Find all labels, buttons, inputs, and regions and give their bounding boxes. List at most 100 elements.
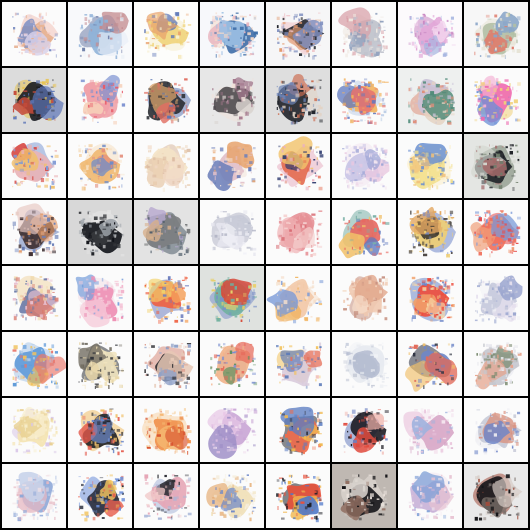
generated-sample-image bbox=[207, 408, 258, 459]
generated-sample-image bbox=[11, 406, 58, 454]
sample-tile bbox=[200, 332, 264, 396]
sample-tile bbox=[332, 68, 396, 132]
generated-sample-image bbox=[474, 275, 523, 324]
sample-tile bbox=[398, 332, 462, 396]
sample-tile bbox=[464, 332, 528, 396]
sample-tile bbox=[398, 68, 462, 132]
generated-sample-image bbox=[474, 408, 522, 455]
generated-sample-image bbox=[470, 210, 521, 258]
sample-tile bbox=[332, 2, 396, 66]
generated-sample-image bbox=[472, 473, 523, 521]
generated-sample-image bbox=[408, 206, 456, 258]
sample-tile bbox=[2, 68, 66, 132]
generated-sample-image bbox=[408, 78, 455, 126]
generated-sample-image bbox=[408, 13, 456, 58]
generated-sample-image bbox=[12, 275, 59, 321]
sample-tile bbox=[134, 134, 198, 198]
generated-sample-image bbox=[206, 474, 257, 522]
generated-sample-image bbox=[144, 474, 192, 520]
sample-tile bbox=[134, 200, 198, 264]
sample-tile bbox=[68, 68, 132, 132]
sample-tile bbox=[398, 200, 462, 264]
sample-tile bbox=[464, 200, 528, 264]
sample-tile bbox=[200, 200, 264, 264]
generated-sample-image bbox=[406, 142, 455, 191]
sample-tile bbox=[68, 398, 132, 462]
generated-sample-image bbox=[210, 341, 258, 387]
generated-sample-image bbox=[409, 276, 455, 322]
generated-sample-image bbox=[276, 474, 324, 523]
sample-tile bbox=[464, 68, 528, 132]
sample-tile bbox=[398, 2, 462, 66]
sample-tile bbox=[2, 200, 66, 264]
sample-tile bbox=[332, 134, 396, 198]
generated-sample-image bbox=[338, 209, 390, 259]
generated-sample-image bbox=[144, 78, 191, 124]
sample-tile bbox=[68, 266, 132, 330]
generated-sample-image bbox=[75, 274, 125, 328]
generated-sample-image bbox=[12, 12, 59, 58]
sample-tile bbox=[266, 2, 330, 66]
generated-sample-image bbox=[403, 408, 455, 456]
generated-sample-image bbox=[474, 11, 521, 59]
generated-sample-image bbox=[210, 210, 257, 256]
generated-sample-image bbox=[78, 210, 125, 257]
generated-sample-image bbox=[405, 343, 458, 392]
generated-sample-image bbox=[144, 342, 194, 389]
sample-tile bbox=[398, 398, 462, 462]
sample-tile bbox=[398, 134, 462, 198]
sample-tile bbox=[134, 266, 198, 330]
sample-tile bbox=[200, 398, 264, 462]
sample-tile bbox=[266, 134, 330, 198]
sample-tile bbox=[2, 266, 66, 330]
generated-sample-image bbox=[207, 12, 258, 58]
generated-sample-image bbox=[211, 77, 256, 126]
sample-tile bbox=[200, 266, 264, 330]
sample-tile bbox=[464, 464, 528, 528]
generated-sample-image bbox=[471, 144, 521, 191]
sample-tile bbox=[398, 266, 462, 330]
sample-tile bbox=[200, 2, 264, 66]
generated-sample-image bbox=[474, 342, 522, 390]
generated-sample-image bbox=[342, 274, 388, 322]
sample-tile bbox=[266, 266, 330, 330]
generated-sample-image bbox=[276, 210, 323, 258]
sample-tile bbox=[266, 332, 330, 396]
generated-sample-image bbox=[336, 78, 389, 125]
sample-tile bbox=[134, 332, 198, 396]
sample-tile bbox=[68, 2, 132, 66]
generated-sample-image bbox=[78, 408, 125, 456]
generated-sample-image bbox=[78, 143, 125, 191]
sample-tile bbox=[464, 266, 528, 330]
sample-tile bbox=[464, 134, 528, 198]
sample-tile bbox=[332, 200, 396, 264]
sample-tile bbox=[464, 398, 528, 462]
generated-sample-image bbox=[207, 141, 257, 192]
generated-sample-image bbox=[266, 276, 324, 324]
sample-tile bbox=[2, 398, 66, 462]
generated-sample-image bbox=[276, 342, 323, 389]
sample-tile bbox=[134, 398, 198, 462]
sample-tile bbox=[2, 464, 66, 528]
sample-tile bbox=[200, 134, 264, 198]
generated-sample-image bbox=[279, 406, 323, 456]
sample-tile bbox=[134, 68, 198, 132]
generated-sample-image bbox=[78, 342, 124, 390]
generated-sample-image bbox=[408, 471, 454, 521]
generated-sample-image bbox=[11, 142, 59, 190]
sample-tile bbox=[332, 398, 396, 462]
generated-sample-image bbox=[80, 74, 126, 125]
generated-sample-image bbox=[276, 12, 325, 60]
sample-tile bbox=[2, 134, 66, 198]
generated-sample-image bbox=[12, 203, 60, 257]
sample-tile bbox=[2, 2, 66, 66]
generated-sample-image bbox=[142, 206, 191, 256]
generated-sample-image bbox=[12, 78, 64, 124]
generated-sample-image bbox=[78, 11, 129, 59]
sample-tile bbox=[332, 464, 396, 528]
generated-sample-image bbox=[276, 136, 324, 191]
sample-tile bbox=[134, 2, 198, 66]
sample-tile bbox=[2, 332, 66, 396]
generated-sample-image bbox=[12, 471, 58, 522]
sample-tile bbox=[68, 200, 132, 264]
